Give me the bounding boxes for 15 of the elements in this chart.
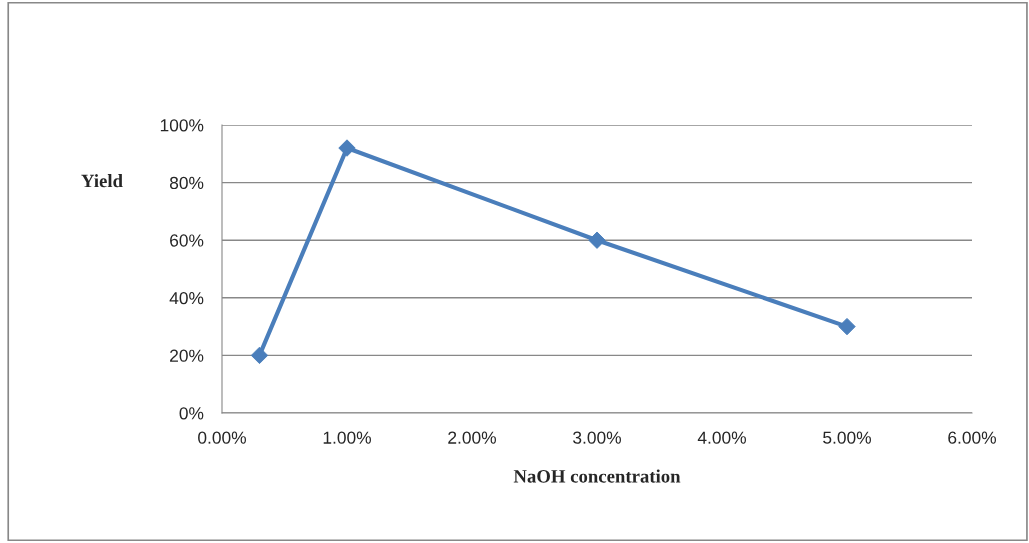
x-tick-label: 4.00% <box>697 431 746 444</box>
y-tick-label: 100% <box>160 119 204 132</box>
x-tick-label: 6.00% <box>948 431 996 444</box>
x-tick-label: 2.00% <box>448 431 496 444</box>
y-tick-label: 40% <box>169 291 204 305</box>
y-tick-label: 60% <box>170 234 204 247</box>
y-axis-title: Yield <box>81 174 123 188</box>
y-tick-label: 0% <box>179 407 204 420</box>
y-tick-label: 20% <box>170 349 204 362</box>
y-tick-label: 80% <box>169 176 204 190</box>
x-tick-label: 1.00% <box>323 431 371 444</box>
x-axis-title: NaOH concentration <box>513 469 681 483</box>
x-tick-label: 0.00% <box>198 431 246 444</box>
x-tick-label: 3.00% <box>573 431 621 444</box>
x-tick-label: 5.00% <box>823 431 871 444</box>
